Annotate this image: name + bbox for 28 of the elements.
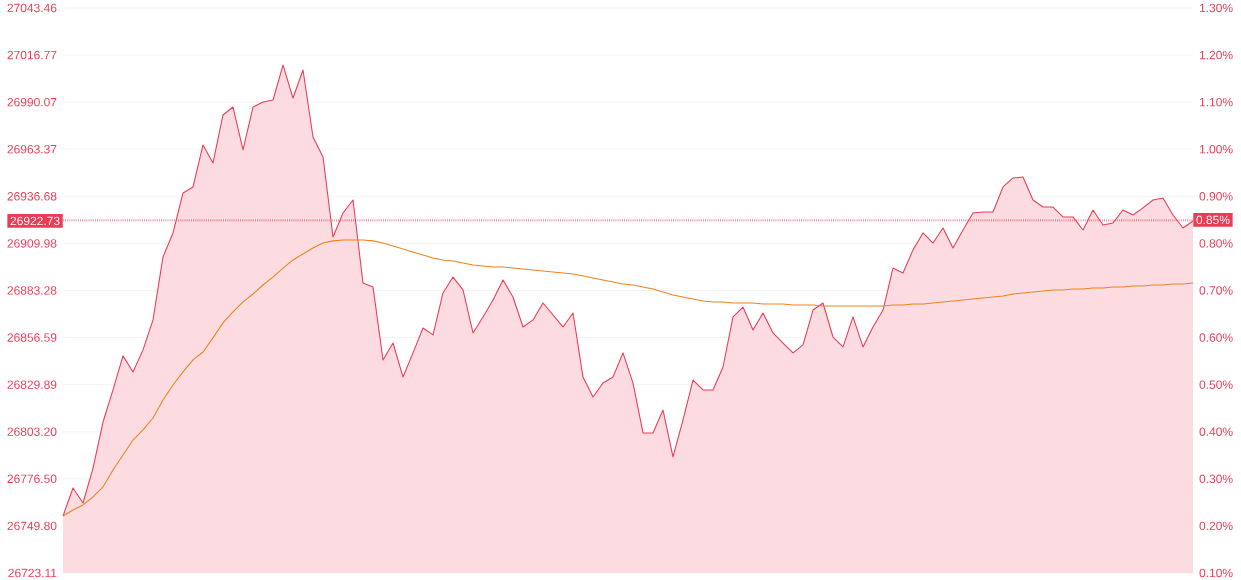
y-tick-label: 26829.89 bbox=[7, 380, 57, 389]
y-tick-label: 26990.07 bbox=[7, 97, 57, 107]
y2-tick-label: 1.00% bbox=[1199, 144, 1233, 154]
y-tick-label: 27043.46 bbox=[7, 3, 57, 13]
y-tick-label: 27016.77 bbox=[7, 50, 57, 60]
y-tick-label: 26909.98 bbox=[7, 239, 57, 248]
y2-tick-label: 0.70% bbox=[1199, 286, 1233, 295]
ref-line-label: 26922.73 bbox=[10, 216, 60, 226]
y2-tick-label: 0.50% bbox=[1199, 380, 1233, 389]
y2-tick-label: 0.90% bbox=[1199, 192, 1233, 201]
y2-tick-label: 0.80% bbox=[1199, 239, 1233, 248]
y2-tick-label: 0.20% bbox=[1199, 521, 1233, 531]
ref-line-label: 0.85% bbox=[1196, 215, 1230, 225]
y-tick-label: 26936.68 bbox=[7, 192, 57, 201]
y2-tick-label: 0.60% bbox=[1199, 333, 1233, 342]
y2-tick-label: 0.10% bbox=[1199, 568, 1233, 578]
y-tick-label: 26856.59 bbox=[7, 333, 57, 342]
y2-tick-label: 0.30% bbox=[1199, 474, 1233, 484]
y-tick-label: 26803.20 bbox=[7, 427, 57, 436]
y-tick-label: 26749.80 bbox=[7, 521, 57, 531]
y2-tick-label: 0.40% bbox=[1199, 427, 1233, 436]
y2-tick-label: 1.10% bbox=[1199, 97, 1233, 107]
y-tick-label: 26723.11 bbox=[8, 568, 57, 578]
y2-tick-label: 1.20% bbox=[1199, 50, 1233, 60]
y2-tick-label: 1.30% bbox=[1199, 3, 1233, 13]
y-tick-label: 26963.37 bbox=[7, 144, 57, 154]
y-tick-label: 26883.28 bbox=[7, 286, 57, 295]
y-tick-label: 26776.50 bbox=[7, 474, 57, 484]
